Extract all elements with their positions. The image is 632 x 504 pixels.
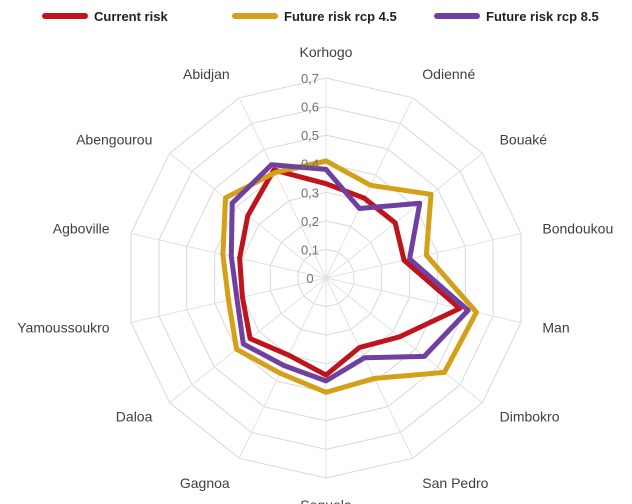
grid-spoke	[325, 277, 414, 459]
tick-label: 0,3	[301, 185, 319, 200]
axis-label-dimbokro: Dimbokro	[500, 408, 560, 424]
radar-axis-labels: Korhogo Odienné Bouaké Bondoukou Man Dimbokro…	[17, 44, 613, 504]
legend-label: Future risk rcp 4.5	[284, 8, 397, 24]
grid-spoke	[130, 233, 327, 279]
legend-item-future-risk-rcp-4-5: Future risk rcp 4.5	[232, 6, 397, 26]
grid-spoke	[325, 233, 522, 279]
grid-spoke	[169, 277, 327, 404]
axis-label-daloa: Daloa	[116, 408, 153, 424]
axis-label-yamoussoukro: Yamoussoukro	[17, 319, 110, 335]
tick-label: 0,7	[301, 71, 319, 86]
grid-spoke	[325, 277, 522, 323]
tick-label: 0,5	[301, 128, 319, 143]
legend-label: Future risk rcp 8.5	[486, 8, 599, 24]
legend: Current risk Future risk rcp 4.5 Future …	[0, 6, 632, 26]
grid-spoke	[238, 277, 327, 459]
tick-label: 0,1	[301, 242, 319, 257]
grid-spoke	[325, 97, 414, 279]
tick-label: 0,2	[301, 214, 319, 229]
axis-label-bouak-: Bouaké	[500, 132, 548, 148]
series-line-future-risk-rcp-8-5	[228, 162, 471, 384]
axis-label-odienn-: Odienné	[422, 66, 475, 82]
grid-spoke	[325, 152, 483, 279]
series-line-future-risk-rcp-4-5	[220, 158, 479, 395]
radar-tick-labels: 0 0,1 0,2 0,3 0,4 0,5 0,6 0,7	[301, 71, 319, 286]
tick-label: 0,6	[301, 100, 319, 115]
legend-item-future-risk-rcp-8-5: Future risk rcp 8.5	[434, 6, 599, 26]
legend-swatch-future-risk-rcp-8-5	[434, 13, 480, 19]
series-line-current-risk	[237, 167, 463, 378]
axis-label-bondoukou: Bondoukou	[542, 221, 613, 237]
axis-label-seguela: Seguela	[300, 497, 352, 504]
axis-label-agboville: Agboville	[53, 221, 110, 237]
legend-swatch-current-risk	[42, 13, 88, 19]
axis-label-man: Man	[542, 319, 569, 335]
radar-grid	[130, 77, 522, 479]
legend-swatch-future-risk-rcp-4-5	[232, 13, 278, 19]
legend-label: Current risk	[94, 8, 168, 24]
radar-series	[220, 158, 479, 395]
axis-label-abengourou: Abengourou	[76, 132, 152, 148]
axis-label-abidjan: Abidjan	[183, 66, 230, 82]
tick-label: 0,4	[301, 157, 319, 172]
axis-label-san-pedro: San Pedro	[422, 475, 488, 491]
tick-label: 0	[306, 271, 313, 286]
grid-spoke	[238, 97, 327, 279]
grid-spoke	[325, 277, 483, 404]
axis-label-gagnoa: Gagnoa	[180, 475, 230, 491]
legend-item-current-risk: Current risk	[42, 6, 168, 26]
axis-label-korhogo: Korhogo	[300, 44, 353, 60]
